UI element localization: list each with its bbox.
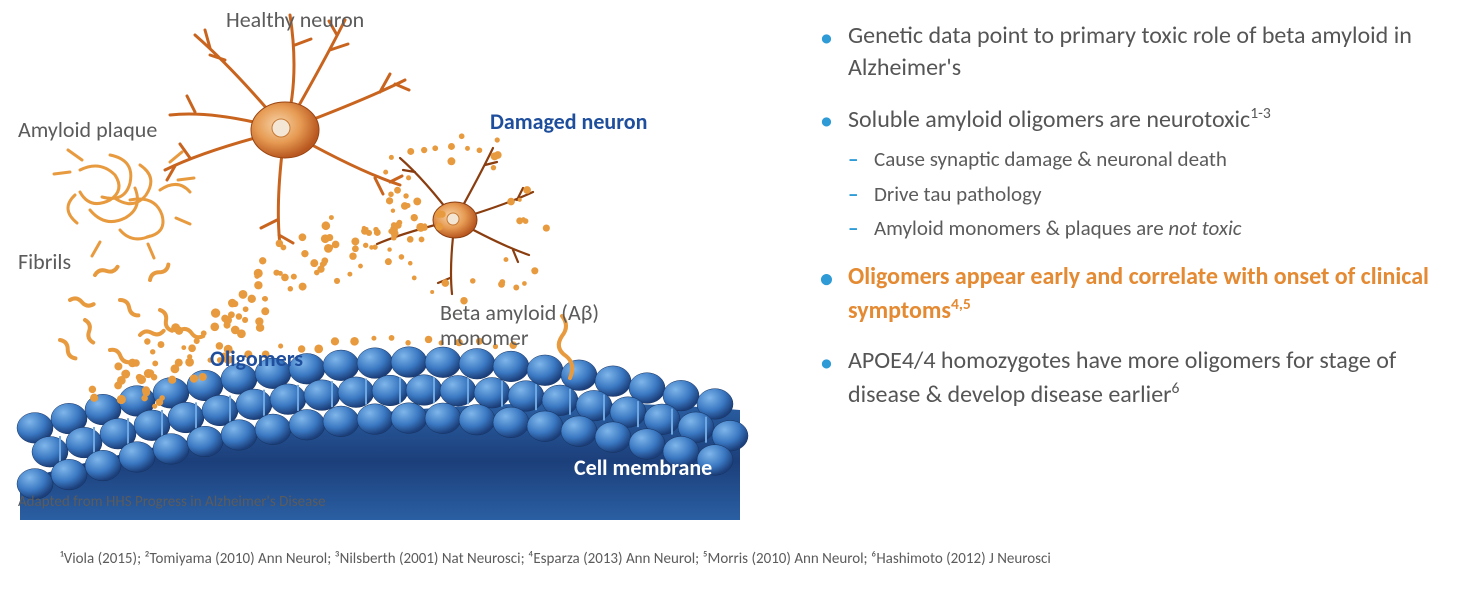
- bullet-item: Oligomers appear early and correlate wit…: [820, 261, 1430, 327]
- label-fibrils: Fibrils: [18, 248, 71, 275]
- label-amyloid-plaque: Amyloid plaque: [18, 116, 157, 143]
- label-cell-membrane: Cell membrane: [574, 454, 712, 481]
- bullet-item: APOE4/4 homozygotes have more oligomers …: [820, 345, 1430, 411]
- sub-bullet-item: Amyloid monomers & plaques are not toxic: [848, 213, 1430, 243]
- bullet-list: Genetic data point to primary toxic role…: [820, 20, 1430, 411]
- bullet-item: Soluble amyloid oligomers are neurotoxic…: [820, 103, 1430, 244]
- diagram-panel: Healthy neuron Damaged neuron Amyloid pl…: [0, 0, 760, 610]
- diagram-caption: Adapted from HHS Progress in Alzheimer's…: [18, 493, 326, 511]
- healthy-neuron: [165, 15, 409, 245]
- neuron-diagram-svg: [0, 0, 760, 520]
- label-monomer: Beta amyloid (Aβ) monomer: [440, 300, 599, 351]
- label-damaged-neuron: Damaged neuron: [490, 108, 647, 135]
- references: ¹Viola (2015); ²Tomiyama (2010) Ann Neur…: [60, 548, 1430, 571]
- bullet-item: Genetic data point to primary toxic role…: [820, 20, 1430, 85]
- sub-bullet-item: Cause synaptic damage & neuronal death: [848, 144, 1430, 174]
- sub-bullet-item: Drive tau pathology: [848, 179, 1430, 209]
- text-panel: Genetic data point to primary toxic role…: [760, 0, 1460, 610]
- label-oligomers: Oligomers: [210, 345, 303, 372]
- label-healthy-neuron: Healthy neuron: [226, 6, 364, 33]
